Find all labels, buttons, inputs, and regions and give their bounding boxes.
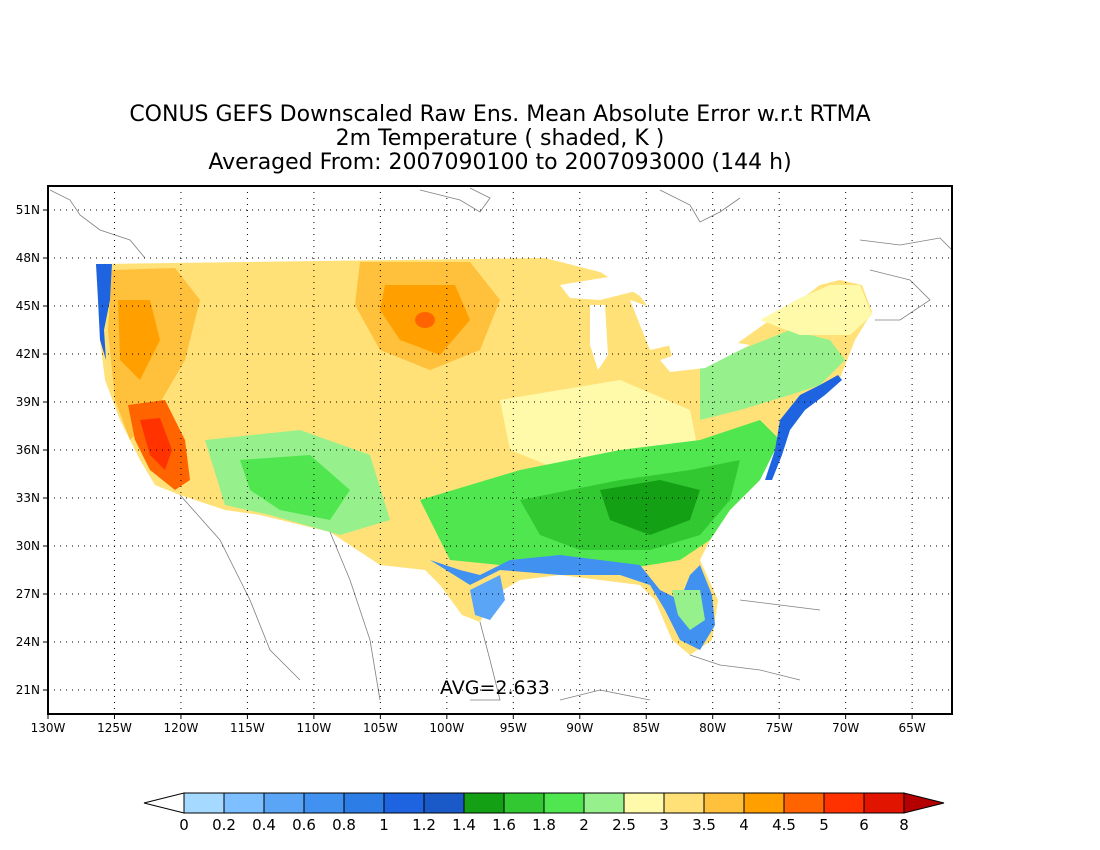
colorbar-label: 0 — [179, 816, 189, 834]
west-coast-blue — [96, 264, 112, 360]
colorbar-label: 8 — [899, 816, 909, 834]
plains-peak — [415, 312, 435, 328]
lat-tick-label: 21N — [16, 683, 40, 697]
southwest-green — [240, 455, 350, 520]
map-field — [48, 186, 952, 714]
colorbar-label: 0.2 — [212, 816, 236, 834]
axis-ticks: 130W 125W 120W 115W 110W 105W 100W 95W 90W 85W 80W… — [16, 203, 926, 735]
colorbar-label: 6 — [859, 816, 869, 834]
lon-tick-label: 100W — [429, 721, 464, 735]
lat-tick-label: 39N — [16, 395, 40, 409]
lon-tick-label: 80W — [699, 721, 726, 735]
chart-title-line3: Averaged From: 2007090100 to 2007093000 … — [208, 150, 792, 175]
lat-tick-label: 45N — [16, 299, 40, 313]
colorbar-cell — [583, 792, 625, 814]
lake-superior — [560, 275, 640, 300]
colorbar-cell — [303, 792, 345, 814]
lon-tick-label: 65W — [899, 721, 926, 735]
lon-tick-label: 90W — [566, 721, 593, 735]
colorbar-cell — [783, 792, 825, 814]
colorbar-label: 1 — [379, 816, 389, 834]
colorbar-cell — [223, 792, 265, 814]
colorbar-label: 0.6 — [292, 816, 316, 834]
colorbar-under-arrow — [143, 792, 185, 814]
lon-tick-label: 120W — [164, 721, 199, 735]
lake-huron — [630, 300, 672, 350]
colorbar-label: 1.6 — [492, 816, 516, 834]
lake-erie-ontario — [660, 340, 750, 372]
northeast-low-error — [700, 330, 845, 420]
lon-tick-label: 70W — [832, 721, 859, 735]
lat-tick-label: 42N — [16, 347, 40, 361]
lat-tick-label: 27N — [16, 587, 40, 601]
lat-tick-label: 24N — [16, 635, 40, 649]
colorbar-label: 4.5 — [772, 816, 796, 834]
lat-tick-label: 48N — [16, 251, 40, 265]
southeast-darkest — [600, 480, 700, 535]
colorbar-cell — [503, 792, 545, 814]
colorbar-cell — [383, 792, 425, 814]
lon-tick-label: 75W — [766, 721, 793, 735]
colorbar-label: 3.5 — [692, 816, 716, 834]
lon-tick-label: 105W — [363, 721, 398, 735]
colorbar-label: 3 — [659, 816, 669, 834]
colorbar-cell — [463, 792, 505, 814]
colorbar-cell — [623, 792, 665, 814]
colorbar-cell — [263, 792, 305, 814]
lon-tick-label: 95W — [500, 721, 527, 735]
california-core — [140, 418, 172, 470]
lat-tick-label: 30N — [16, 539, 40, 553]
florida-peninsula — [672, 590, 705, 630]
avg-label: AVG=2.633 — [440, 677, 550, 699]
colorbar-cell — [343, 792, 385, 814]
texas-coast-blue — [470, 575, 505, 620]
colorbar-cell — [823, 792, 865, 814]
lon-tick-label: 110W — [296, 721, 331, 735]
colorbar-cell — [183, 792, 225, 814]
colorbar-label: 0.8 — [332, 816, 356, 834]
lon-tick-label: 85W — [633, 721, 660, 735]
colorbar-cell — [743, 792, 785, 814]
lat-tick-label: 33N — [16, 491, 40, 505]
colorbar-cell — [423, 792, 465, 814]
pnw-core — [118, 300, 160, 380]
lat-tick-label: 51N — [16, 203, 40, 217]
colorbar-over-arrow — [903, 792, 945, 814]
colorbar-label: 2.5 — [612, 816, 636, 834]
colorbar-label: 1.4 — [452, 816, 476, 834]
graticule — [48, 186, 952, 714]
colorbar-cell — [863, 792, 905, 814]
colorbar-label: 5 — [819, 816, 829, 834]
colorbar-label: 1.8 — [532, 816, 556, 834]
lat-tick-label: 36N — [16, 443, 40, 457]
chart-title-line1: CONUS GEFS Downscaled Raw Ens. Mean Abso… — [129, 102, 871, 127]
lon-tick-label: 125W — [97, 721, 132, 735]
lon-tick-label: 130W — [31, 721, 66, 735]
lon-tick-label: 115W — [230, 721, 265, 735]
colorbar-label: 1.2 — [412, 816, 436, 834]
colorbar-label: 0.4 — [252, 816, 276, 834]
colorbar-cell — [703, 792, 745, 814]
gulf-coast-blue — [430, 555, 715, 650]
new-england-pale — [760, 285, 872, 335]
colorbar: 0 0.2 0.4 0.6 0.8 1 1.2 1.4 1.6 1.8 2 2.5 3 3.5 4 4.5 5 6… — [143, 792, 945, 834]
chart-title-line2: 2m Temperature ( shaded, K ) — [335, 126, 665, 151]
colorbar-label: 2 — [579, 816, 589, 834]
colorbar-label: 4 — [739, 816, 749, 834]
colorbar-cell — [663, 792, 705, 814]
atlantic-coast-blue — [765, 375, 842, 480]
colorbar-cell — [543, 792, 585, 814]
